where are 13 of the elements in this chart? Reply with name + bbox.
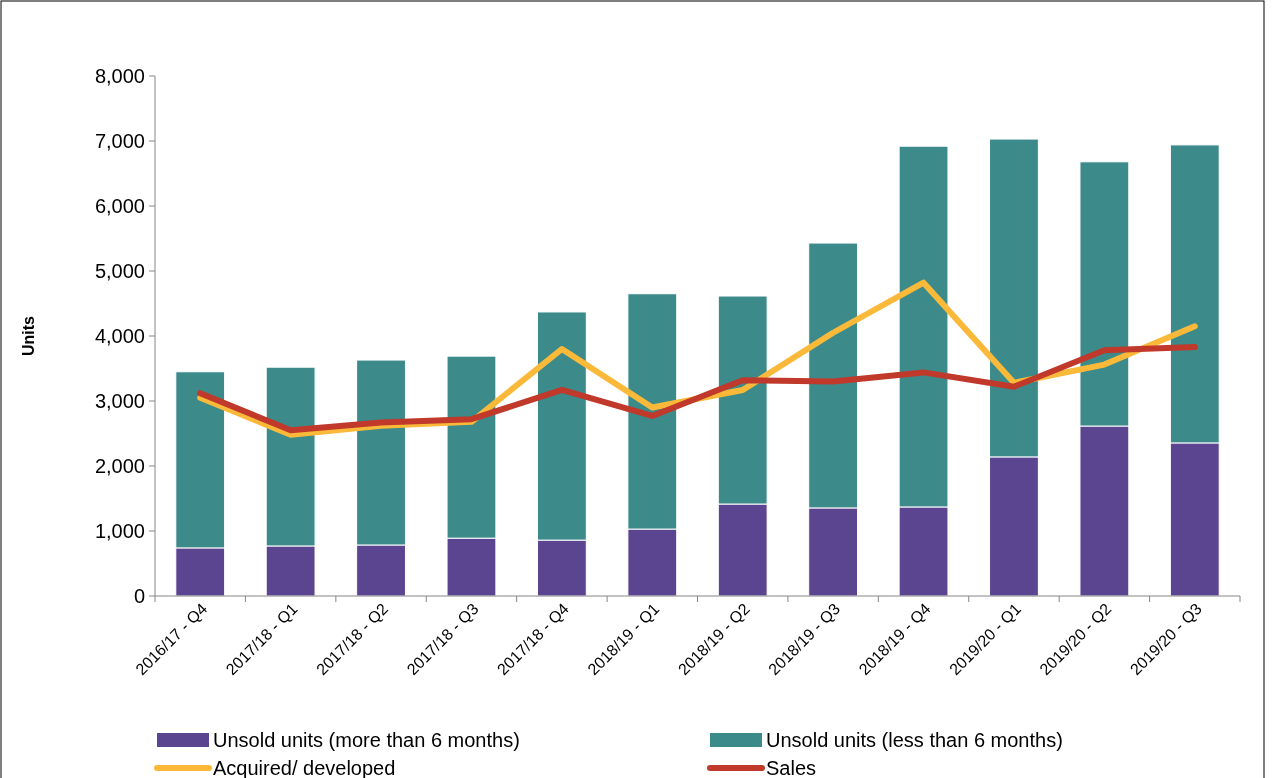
y-tick-label: 1,000: [94, 520, 145, 542]
legend-label: Unsold units (less than 6 months): [766, 729, 1063, 751]
y-tick-label: 2,000: [94, 455, 145, 477]
y-axis-title: Units: [20, 315, 37, 356]
legend-label: Sales: [766, 757, 817, 778]
y-tick-label: 6,000: [94, 195, 145, 217]
legend-label: Unsold units (more than 6 months): [213, 729, 520, 751]
y-tick-label: 3,000: [94, 390, 145, 412]
y-tick-label: 5,000: [94, 260, 145, 282]
y-tick-label: 4,000: [94, 325, 145, 347]
y-tick-label: 7,000: [94, 130, 145, 152]
y-tick-label: 8,000: [94, 65, 145, 87]
y-tick-label: 0: [133, 585, 145, 607]
